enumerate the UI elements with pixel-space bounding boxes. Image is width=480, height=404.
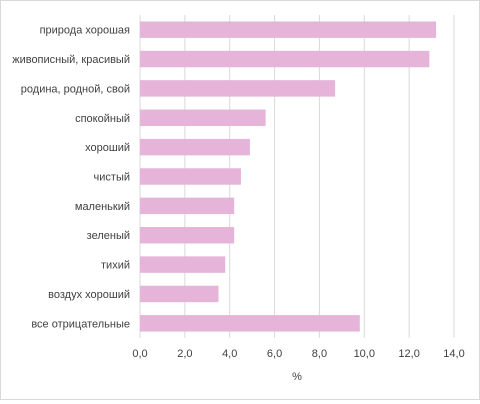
bar <box>140 50 430 68</box>
category-label: воздух хороший <box>48 289 130 301</box>
category-label: спокойный <box>75 113 130 125</box>
category-label: хороший <box>85 142 130 154</box>
x-tick-label: 10,0 <box>354 348 375 360</box>
x-tick-labels: 0,0 2,0 4,0 6,0 8,0 10,0 12,0 14,0 <box>132 348 464 360</box>
bar <box>140 256 226 273</box>
bars <box>140 21 437 332</box>
category-label: зеленый <box>87 230 130 242</box>
x-tick-label: 8,0 <box>312 348 327 360</box>
gridlines <box>139 15 455 338</box>
x-tick-label: 12,0 <box>398 348 419 360</box>
x-axis-title: % <box>292 371 302 383</box>
category-label: все отрицательные <box>31 318 130 330</box>
x-tick-label: 4,0 <box>222 348 237 360</box>
bar <box>140 227 235 244</box>
bar <box>140 315 360 332</box>
bar <box>140 109 266 126</box>
bar <box>140 21 437 38</box>
x-tick-label: 6,0 <box>267 348 282 360</box>
bar <box>140 80 336 97</box>
category-label: чистый <box>94 172 130 184</box>
bar <box>140 197 235 215</box>
category-label: маленький <box>75 201 130 213</box>
category-label: тихий <box>101 260 130 272</box>
x-tick-label: 0,0 <box>132 348 147 360</box>
bar <box>140 285 219 303</box>
category-label: живописный, красивый <box>12 54 130 66</box>
category-label: родина, родной, свой <box>21 83 130 95</box>
category-label: природа хорошая <box>40 25 130 37</box>
bar <box>140 168 241 185</box>
x-tick-label: 14,0 <box>443 348 464 360</box>
x-tick-label: 2,0 <box>177 348 192 360</box>
category-labels: природа хорошая живописный, красивый родин… <box>12 25 130 331</box>
bar <box>140 138 250 156</box>
